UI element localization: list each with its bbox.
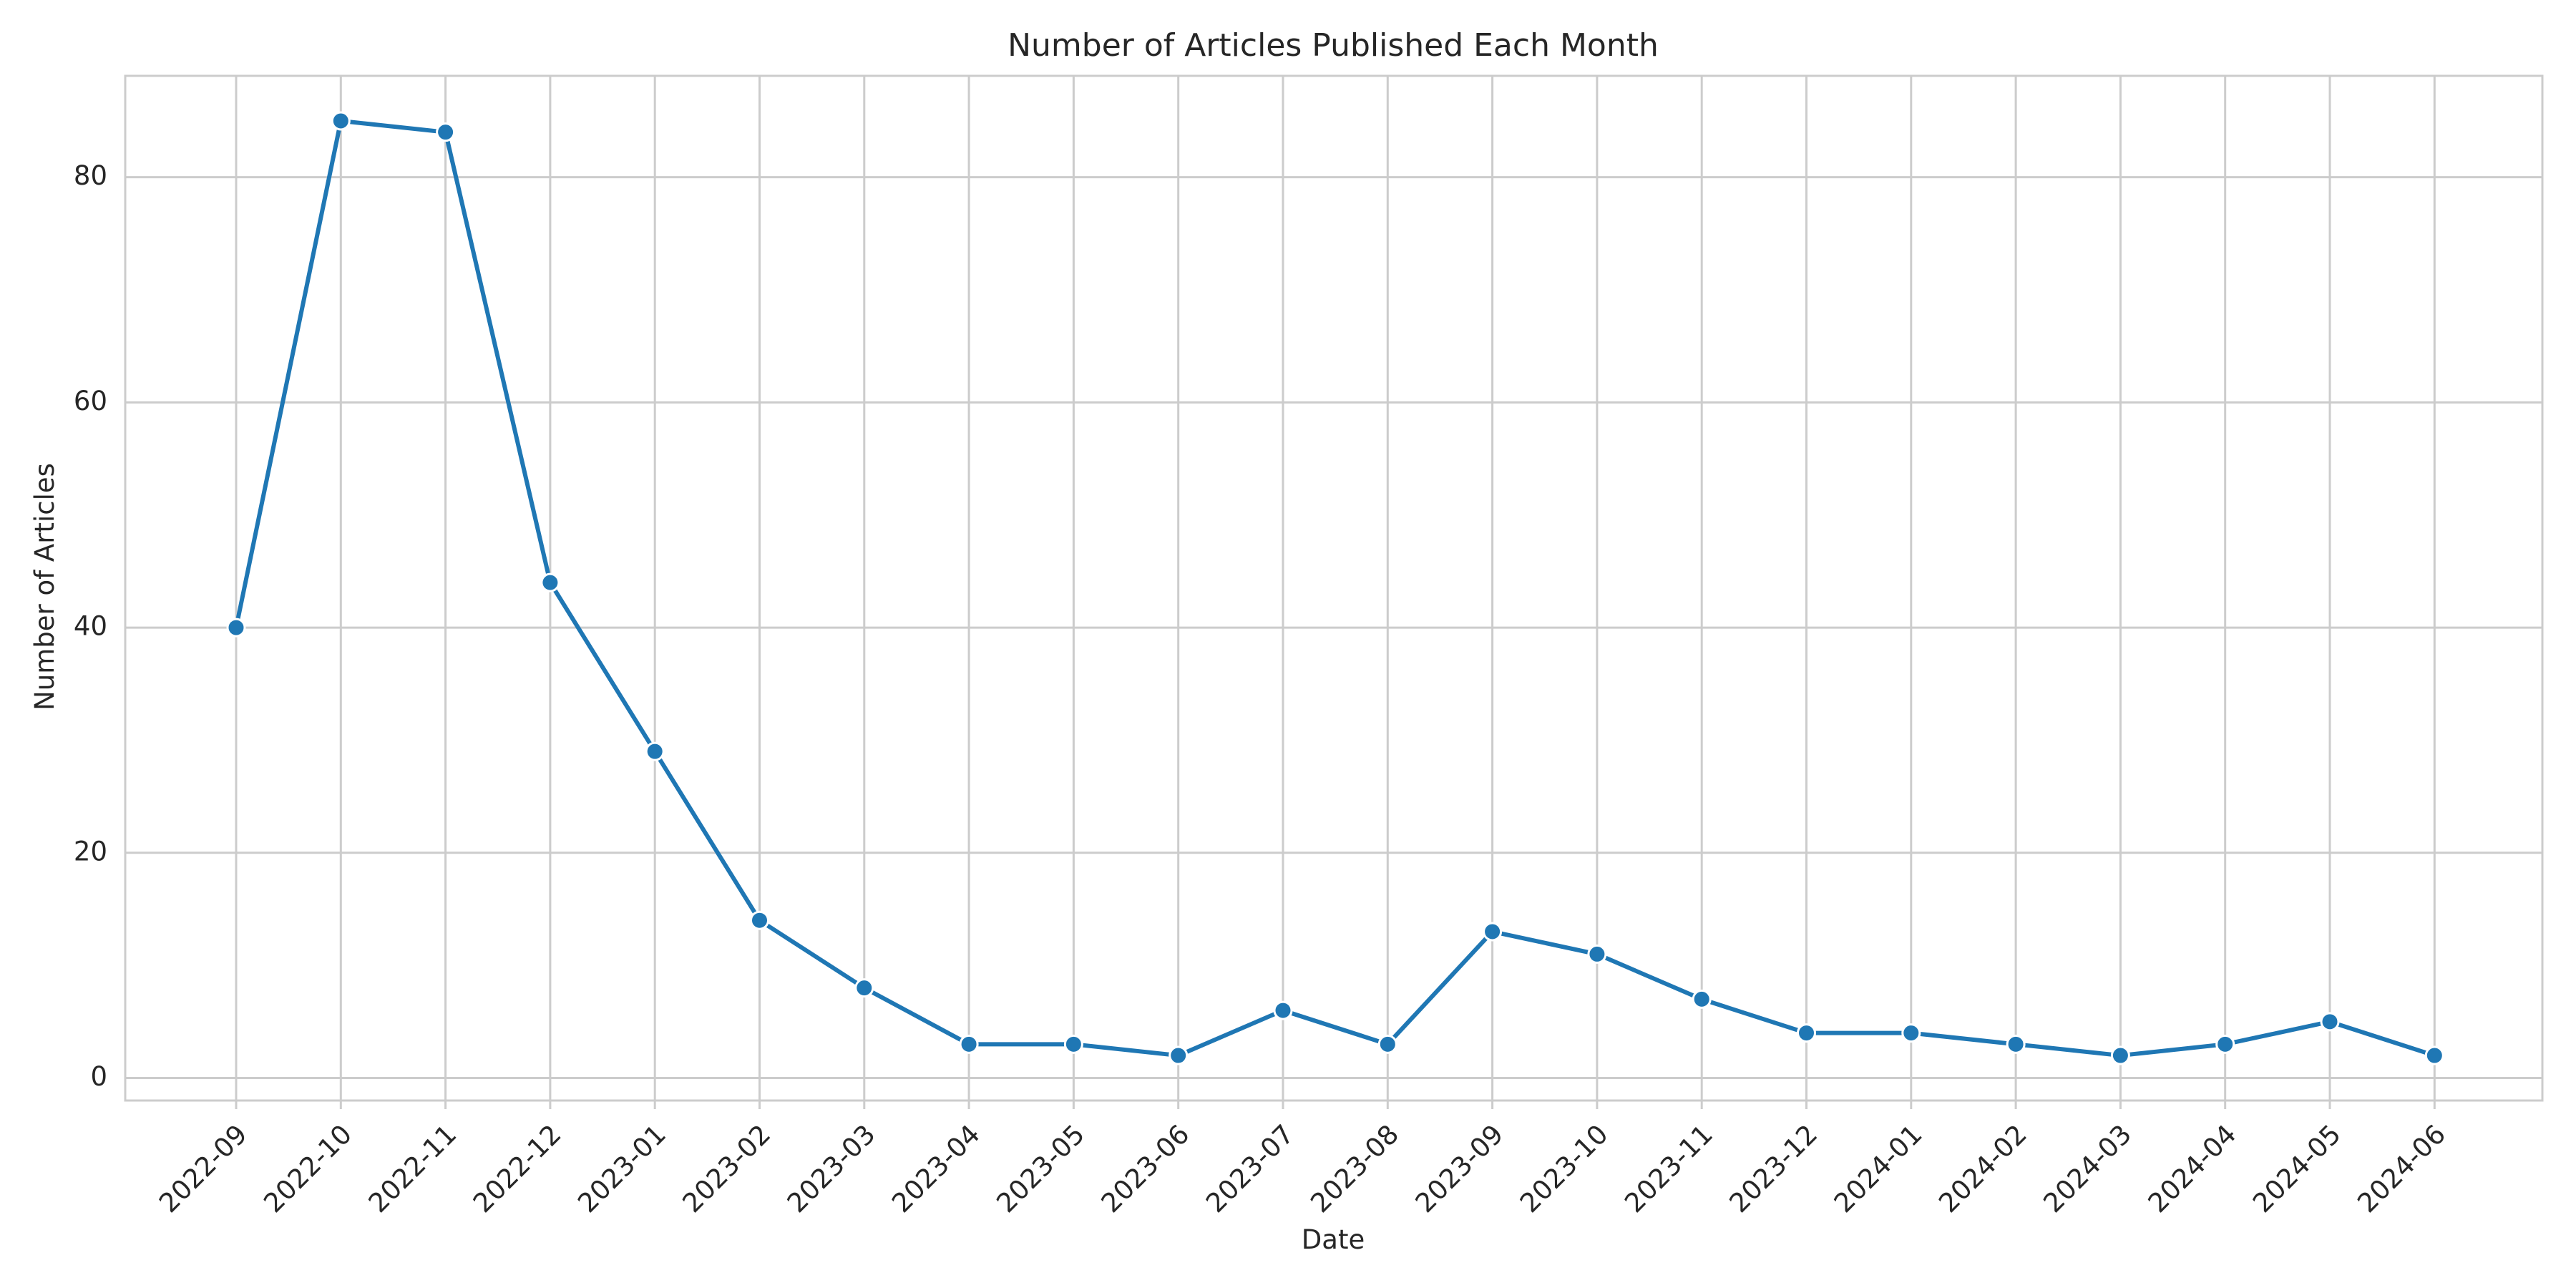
series-line xyxy=(234,118,2437,1058)
data-point xyxy=(2215,1034,2235,1054)
x-axis-label: Date xyxy=(1302,1224,1365,1255)
data-point xyxy=(1377,1034,1397,1054)
y-tick-label: 60 xyxy=(74,386,107,416)
y-tick-label: 20 xyxy=(74,836,107,867)
data-point xyxy=(959,1034,979,1054)
data-point xyxy=(1797,1023,1816,1043)
data-point xyxy=(2320,1012,2340,1032)
data-point xyxy=(1169,1045,1189,1065)
y-tick-label: 80 xyxy=(74,160,107,191)
series-articles xyxy=(226,111,2444,1065)
plot-frame xyxy=(124,74,2544,1102)
data-point xyxy=(2424,1045,2444,1065)
data-point xyxy=(2110,1045,2130,1065)
data-point xyxy=(436,122,456,142)
data-point xyxy=(1901,1023,1921,1043)
y-tick-label: 40 xyxy=(74,611,107,642)
data-point xyxy=(854,978,874,998)
data-point xyxy=(1587,944,1607,964)
data-point xyxy=(1483,922,1503,942)
data-point xyxy=(645,741,665,761)
data-point xyxy=(1273,1000,1293,1020)
data-point xyxy=(540,572,560,592)
chart-title: Number of Articles Published Each Month xyxy=(1008,27,1659,64)
y-axis-label: Number of Articles xyxy=(29,463,60,711)
data-point xyxy=(226,618,246,638)
data-point xyxy=(750,910,769,930)
grid xyxy=(125,76,2542,1101)
data-point xyxy=(1063,1034,1083,1054)
data-point xyxy=(331,111,351,131)
data-point xyxy=(1692,989,1712,1009)
y-tick-label: 0 xyxy=(90,1061,107,1092)
data-point xyxy=(2006,1034,2026,1054)
